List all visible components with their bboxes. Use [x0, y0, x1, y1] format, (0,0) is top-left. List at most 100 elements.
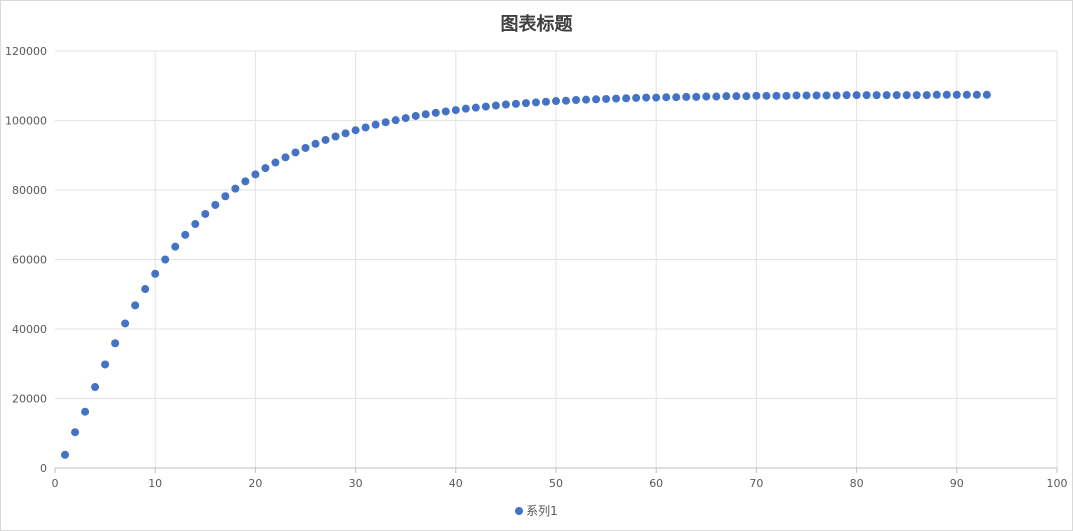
data-point [962, 90, 971, 99]
axes [54, 467, 1058, 473]
data-point [291, 148, 300, 157]
data-point [902, 91, 911, 100]
data-point [161, 255, 170, 264]
data-point [71, 428, 80, 437]
chart-title: 图表标题 [500, 14, 573, 35]
x-tick-label: 50 [549, 477, 563, 490]
data-point [331, 132, 340, 141]
tick-labels: 0 20000 40000 60000 80000 100000 120000 0 10 20 30… [5, 45, 1068, 490]
data-point [271, 158, 280, 167]
data-point [852, 91, 861, 100]
data-point [912, 91, 921, 100]
data-point [712, 92, 721, 101]
data-point [301, 143, 310, 152]
x-tick-label: 40 [449, 477, 463, 490]
data-point [812, 91, 821, 100]
data-point [732, 92, 741, 101]
data-point [562, 96, 571, 105]
x-tick-label: 20 [248, 477, 262, 490]
data-point [171, 242, 180, 251]
data-point [922, 91, 931, 100]
data-point [742, 92, 751, 101]
data-point [451, 106, 460, 115]
data-point [572, 95, 581, 104]
data-point [141, 285, 150, 294]
data-point [702, 92, 711, 101]
data-point [151, 269, 160, 278]
data-point [862, 91, 871, 100]
y-tick-label: 60000 [12, 254, 47, 267]
data-point [111, 339, 120, 348]
data-point [501, 100, 510, 109]
data-point [752, 91, 761, 100]
data-point [491, 101, 500, 110]
data-point [541, 97, 550, 106]
data-point [802, 91, 811, 100]
data-point [662, 93, 671, 102]
data-point [882, 91, 891, 100]
y-tick-label: 100000 [5, 115, 47, 128]
data-point [842, 91, 851, 100]
legend-marker-icon [515, 506, 524, 515]
data-point [341, 129, 350, 138]
x-tick-label: 0 [52, 477, 59, 490]
data-point [642, 93, 651, 102]
data-point [131, 301, 140, 310]
data-point [932, 90, 941, 99]
data-point [101, 360, 110, 369]
data-point [602, 94, 611, 103]
legend-label: 系列1 [526, 504, 558, 518]
data-point [952, 90, 961, 99]
data-point [722, 92, 731, 101]
data-point [832, 91, 841, 100]
data-point [391, 116, 400, 125]
data-point [872, 91, 881, 100]
data-point [321, 135, 330, 144]
y-tick-label: 120000 [5, 45, 47, 58]
data-point [311, 139, 320, 148]
data-point [792, 91, 801, 100]
data-point [251, 170, 260, 179]
data-point [421, 110, 430, 119]
data-point [261, 164, 270, 173]
data-point [401, 114, 410, 123]
data-point [411, 111, 420, 120]
data-point [461, 104, 470, 113]
gridlines [55, 50, 1058, 468]
y-tick-label: 20000 [12, 393, 47, 406]
data-point [622, 94, 631, 103]
data-point [211, 200, 220, 209]
data-point [431, 108, 440, 117]
data-point [682, 92, 691, 101]
data-point [481, 102, 490, 111]
data-point [592, 95, 601, 104]
data-point [892, 91, 901, 100]
data-point [381, 118, 390, 127]
data-point [441, 107, 450, 116]
x-tick-label: 100 [1047, 477, 1068, 490]
x-tick-label: 80 [850, 477, 864, 490]
data-point [822, 91, 831, 100]
data-point [61, 450, 70, 459]
data-points [61, 90, 991, 459]
data-point [692, 92, 701, 101]
x-tick-label: 60 [649, 477, 663, 490]
data-point [531, 98, 540, 107]
data-point [91, 383, 100, 392]
data-point [121, 319, 130, 328]
data-point [632, 93, 641, 102]
data-point [521, 99, 530, 108]
data-point [81, 407, 90, 416]
data-point [201, 209, 210, 218]
y-tick-label: 40000 [12, 323, 47, 336]
data-point [772, 91, 781, 100]
data-point [942, 90, 951, 99]
data-point [231, 184, 240, 193]
data-point [762, 91, 771, 100]
data-point [652, 93, 661, 102]
x-tick-label: 90 [950, 477, 964, 490]
data-point [471, 103, 480, 112]
data-point [221, 192, 230, 201]
